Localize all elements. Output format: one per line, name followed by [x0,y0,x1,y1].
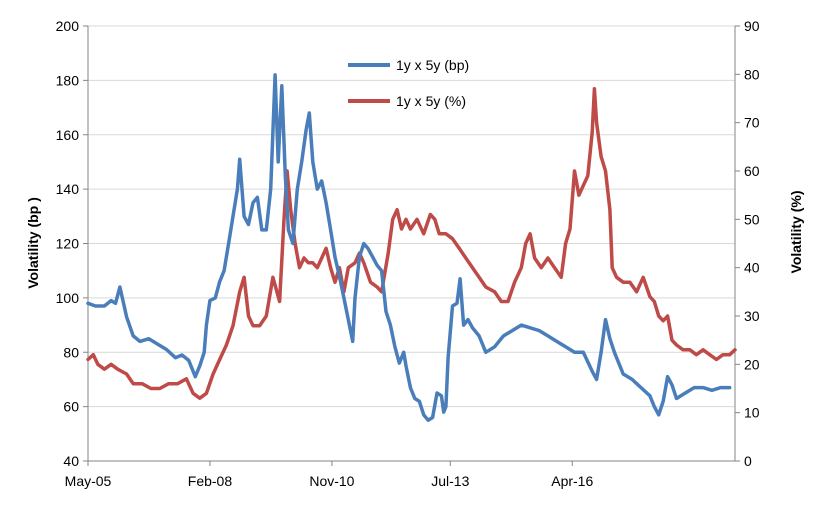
left-tick-label: 120 [56,236,80,252]
x-tick-label: May-05 [65,473,112,489]
right-tick-label: 70 [744,115,760,131]
series-line-pct [86,87,737,400]
series-layer [86,73,737,422]
right-tick-label: 30 [744,308,760,324]
x-tick-label: Feb-08 [188,473,233,489]
left-axis-ticks: 40 60 80 100 120 140 160 180 200 [56,18,88,469]
right-tick-label: 80 [744,66,760,82]
right-axis-ticks: 0 10 20 30 40 50 60 70 80 90 [735,18,760,469]
x-axis-ticks: May-05 Feb-08 Nov-10 Jul-13 Apr-16 [65,461,593,489]
left-tick-label: 40 [63,453,79,469]
gridlines [88,25,735,408]
left-tick-label: 160 [56,127,80,143]
right-tick-label: 50 [744,211,760,227]
x-tick-label: Nov-10 [309,473,354,489]
right-axis-title: Volatility (%) [788,191,804,274]
left-tick-label: 140 [56,181,80,197]
right-tick-label: 90 [744,18,760,34]
legend-label: 1y x 5y (%) [396,93,466,109]
left-tick-label: 180 [56,72,80,88]
right-tick-label: 20 [744,356,760,372]
right-tick-label: 60 [744,163,760,179]
right-tick-label: 40 [744,260,760,276]
legend-label: 1y x 5y (bp) [396,57,469,73]
left-tick-label: 60 [63,399,79,415]
legend: 1y x 5y (bp) 1y x 5y (%) [348,57,469,109]
right-tick-label: 0 [744,453,752,469]
series-line-bp [86,73,732,422]
x-tick-label: Apr-16 [551,473,593,489]
left-tick-label: 80 [63,344,79,360]
right-tick-label: 10 [744,405,760,421]
left-axis-title: Volatility (bp ) [25,197,41,289]
left-tick-label: 100 [56,290,80,306]
left-tick-label: 200 [56,18,80,34]
x-tick-label: Jul-13 [431,473,469,489]
